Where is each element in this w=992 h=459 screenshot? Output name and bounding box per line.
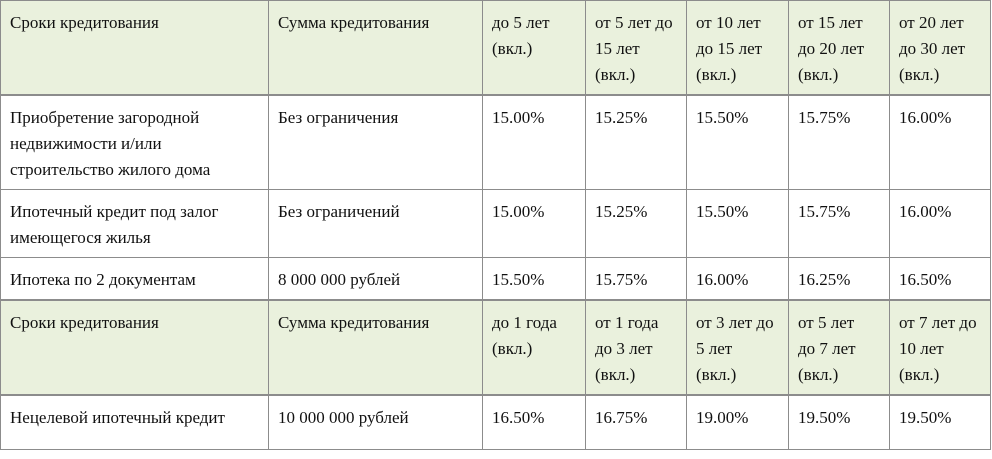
header-period-cell: от 5 лет до 15 лет (вкл.) [585,0,687,96]
rate-cell: 15.25% [585,189,687,258]
header-term-cell: Сроки кредитования [0,299,269,396]
mortgage-rates-table: Сроки кредитования Сумма кредитования до… [0,0,991,450]
table-header-row: Сроки кредитования Сумма кредитования до… [0,0,991,96]
header-period-cell: от 10 лет до 15 лет (вкл.) [686,0,789,96]
amount-cell: Без ограничений [268,189,483,258]
rate-cell: 16.00% [686,257,789,301]
rate-cell: 15.75% [788,94,890,190]
program-cell: Нецелевой ипотечный кредит [0,394,269,450]
rate-cell: 15.50% [482,257,586,301]
rate-cell: 16.25% [788,257,890,301]
rate-cell: 16.75% [585,394,687,450]
header-amount-cell: Сумма кредитования [268,299,483,396]
rate-cell: 15.75% [788,189,890,258]
rate-cell: 19.50% [788,394,890,450]
header-term-cell: Сроки кредитования [0,0,269,96]
rate-cell: 15.00% [482,94,586,190]
amount-cell: 10 000 000 рублей [268,394,483,450]
header-period-cell: от 20 лет до 30 лет (вкл.) [889,0,991,96]
rate-cell: 15.75% [585,257,687,301]
table-row: Приобретение загородной недвижимости и/и… [0,94,991,190]
program-cell: Приобретение загородной недвижимости и/и… [0,94,269,190]
rate-cell: 15.00% [482,189,586,258]
table-header-row: Сроки кредитования Сумма кредитования до… [0,299,991,396]
header-period-cell: от 7 лет до 10 лет (вкл.) [889,299,991,396]
rate-cell: 19.00% [686,394,789,450]
rate-cell: 15.50% [686,94,789,190]
header-period-cell: от 3 лет до 5 лет (вкл.) [686,299,789,396]
rate-cell: 19.50% [889,394,991,450]
header-period-cell: от 15 лет до 20 лет (вкл.) [788,0,890,96]
amount-cell: Без ограничения [268,94,483,190]
table-row: Ипотека по 2 документам 8 000 000 рублей… [0,257,991,301]
header-period-cell: от 1 года до 3 лет (вкл.) [585,299,687,396]
program-cell: Ипотека по 2 документам [0,257,269,301]
header-period-cell: от 5 лет до 7 лет (вкл.) [788,299,890,396]
rate-cell: 16.00% [889,189,991,258]
header-amount-cell: Сумма кредитования [268,0,483,96]
header-period-cell: до 1 года (вкл.) [482,299,586,396]
rate-cell: 16.00% [889,94,991,190]
rate-cell: 15.25% [585,94,687,190]
amount-cell: 8 000 000 рублей [268,257,483,301]
header-period-cell: до 5 лет (вкл.) [482,0,586,96]
rate-cell: 15.50% [686,189,789,258]
rate-cell: 16.50% [889,257,991,301]
table-row: Ипотечный кредит под залог имеющегося жи… [0,189,991,258]
table-row: Нецелевой ипотечный кредит 10 000 000 ру… [0,394,991,450]
rate-cell: 16.50% [482,394,586,450]
program-cell: Ипотечный кредит под залог имеющегося жи… [0,189,269,258]
